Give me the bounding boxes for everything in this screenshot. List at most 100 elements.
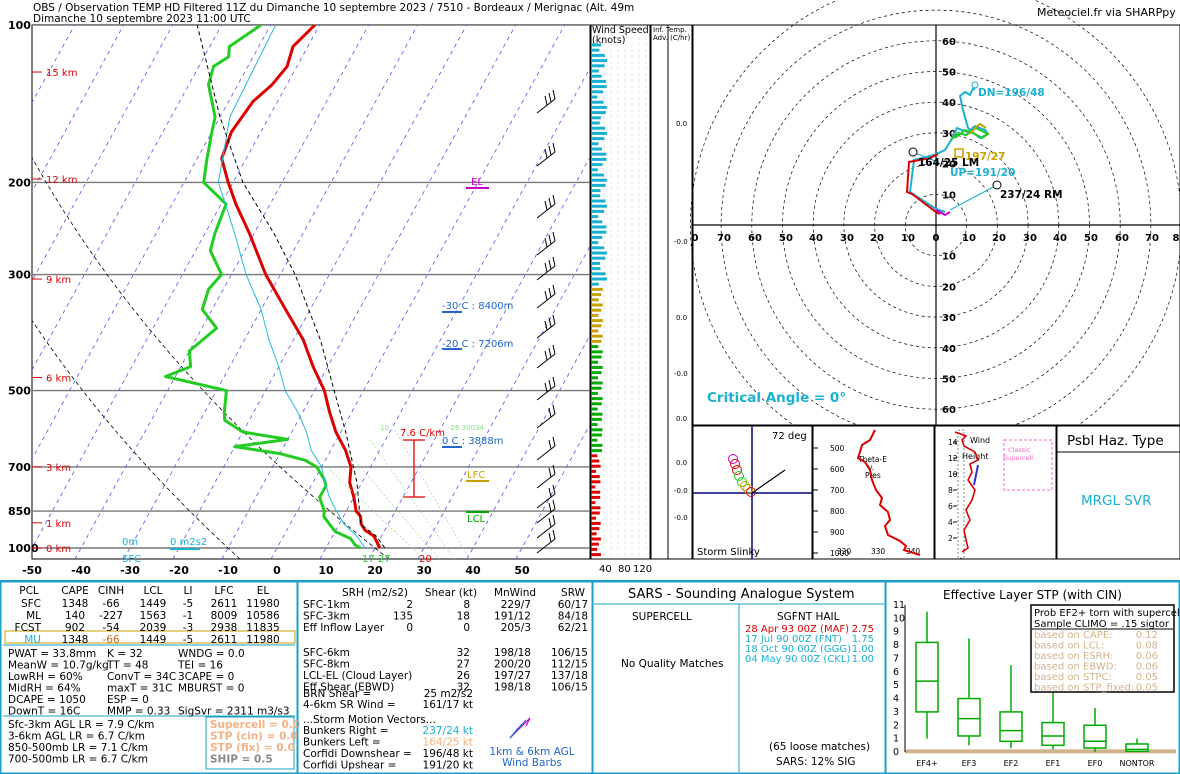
dewpoint-profile <box>164 25 362 550</box>
critical-angle-label: Critical Angle = 0° <box>707 390 846 406</box>
stp-y-label: 10 <box>893 613 905 624</box>
stp-y-label: 3 <box>893 707 899 718</box>
lapse-left-label: 10 <box>380 424 389 432</box>
kin-cell: 106/15 <box>551 647 588 659</box>
stp-y-label: 0 <box>893 747 899 758</box>
wind-barbs <box>536 89 556 554</box>
lapse-rate: 3-6km AGL LR = 6.7 C/km <box>8 731 145 743</box>
wind-barb-flag <box>548 287 552 298</box>
hodo-x-label: 30 <box>840 233 854 244</box>
temp-adv-val-6: -0.0 <box>674 487 688 495</box>
stp-y-label: 1 <box>893 734 899 745</box>
wind-barb-flag <box>552 256 556 267</box>
thermo-header: LCL <box>143 585 162 597</box>
wind-height-panel: Wind Height Classic Supercell 14 12 10 8 6 4 2 <box>934 425 1057 560</box>
sfc-srh-label: 0 m2s2 <box>170 537 207 548</box>
wind-height-trace <box>954 431 980 553</box>
thermo-index: MBURST = 0 <box>178 683 244 695</box>
hodo-x-label: 50 <box>779 233 793 244</box>
kin-cell: 62/21 <box>558 622 588 634</box>
wind-barb-flag <box>552 514 556 525</box>
thermo-cell: 1348 <box>62 634 89 646</box>
isotherm-line <box>368 156 590 559</box>
hazard-title: Psbl Haz. Type <box>1067 433 1164 449</box>
sars-match: 18 Oct 90 00Z (GGG) <box>745 644 851 655</box>
wind-barb-flag <box>552 194 556 205</box>
p-tick-label: 100 <box>8 19 31 32</box>
wind-barb-flag <box>552 499 556 510</box>
hodo-trace-sfc <box>935 209 951 217</box>
stp-y-label: 8 <box>893 640 899 651</box>
wind-barb-flag <box>544 200 548 211</box>
km-label: 12 km <box>46 175 77 186</box>
hodo-ring-label-down: 60 <box>942 405 956 416</box>
wind-height-title2: Height <box>962 452 988 461</box>
km-label: 3 km <box>46 463 71 474</box>
stp-prob-label: based on STPC: <box>1034 672 1112 683</box>
hodo-x-label: 40 <box>809 233 823 244</box>
kin-cell: 112/15 <box>551 659 588 671</box>
hodo-lm-marker <box>908 147 918 157</box>
temp-adv-unit: Adv. (C/hr) <box>653 34 690 42</box>
wind-barb-flag <box>544 290 548 301</box>
lapse-rate: Sfc-3km AGL LR = 7.9 C/km <box>8 719 154 731</box>
hodo-x-label: 8 <box>1173 233 1180 244</box>
thermo-index: DCAPE = 1050 <box>8 694 86 706</box>
wind-barb-flag <box>548 502 552 513</box>
kin-header: Shear (kt) <box>425 587 477 599</box>
wh-label: 6 <box>948 502 953 511</box>
hodo-ring-label-up: 20 <box>942 160 956 171</box>
theta-pres-label: 600 <box>830 465 845 474</box>
kin-row-label: SFC-6km <box>303 647 350 659</box>
isotherm-line <box>123 25 419 559</box>
wind-barb-flag <box>552 436 556 447</box>
temp-adv-val-1: -0.0 <box>674 238 688 246</box>
wind-barb <box>536 353 556 369</box>
stp-prob-value: 0.05 <box>1136 672 1158 683</box>
thermo-cell: -54 <box>102 622 119 634</box>
hodo-lm-label: 164/25 LM <box>918 157 979 169</box>
wind-barb <box>536 523 556 539</box>
kin-cell: 8 <box>463 599 470 611</box>
kin-cell: 197/27 <box>494 670 531 682</box>
sars-title: SARS - Sounding Analogue System <box>628 587 855 602</box>
mu-highlight <box>4 630 296 644</box>
stp-box-ef3 <box>957 638 981 746</box>
sr-wind-value: 161/17 kt <box>423 699 473 711</box>
isotherm-line <box>270 25 566 559</box>
hodo-x-label: 10 <box>962 233 976 244</box>
stp-prob-label: based on LCL: <box>1034 641 1105 652</box>
thermo-index: TT = 48 <box>106 660 148 672</box>
sars-sig: SARS: 12% SIG <box>776 756 855 768</box>
p-tick-label: 850 <box>8 505 31 518</box>
kin-cell: 198/18 <box>494 647 531 659</box>
hodo-dn-marker <box>971 81 979 89</box>
kin-header: MnWind <box>494 587 536 599</box>
motion-label: Bunkers Right = <box>303 725 389 737</box>
header-credit: Meteociel.fr via SHARPpy <box>1037 6 1176 19</box>
sfc-dew-label: 17 27 <box>362 554 391 565</box>
ws-tick-40: 40 <box>599 564 612 575</box>
t-tick-label: 50 <box>514 564 530 577</box>
wind-barb <box>536 203 556 219</box>
theta-pres-label: 800 <box>830 507 845 516</box>
header-title: OBS / Observation TEMP HD Filtered 11Z d… <box>33 2 634 14</box>
hodo-ring-label-up: 30 <box>942 129 956 140</box>
thermo-index: TEI = 16 <box>177 660 223 672</box>
sars-match-value: 1.75 <box>852 634 874 645</box>
theta-title-2: v. <box>868 463 874 472</box>
wind-barb <box>536 445 556 461</box>
hodo-x-label: 20 <box>870 233 884 244</box>
temp-adv-val-5: 0.0 <box>676 459 687 467</box>
stp-prob-label: based on EBWD: <box>1034 662 1117 673</box>
hodo-x-label: 0 <box>933 233 940 244</box>
stp-category: EF0 <box>1088 759 1103 768</box>
lapse-label: 7.6 C/km <box>400 428 445 439</box>
wind-barb-flag <box>548 439 552 450</box>
kin-cell: 135 <box>393 611 413 623</box>
theta-x-label: 340 <box>906 547 921 556</box>
kin-row-label: Eff Inflow Layer <box>303 622 385 634</box>
wind-barb-flag <box>548 259 552 270</box>
t-tick-label: -20 <box>169 564 189 577</box>
lcl-label: LCL <box>467 514 486 525</box>
